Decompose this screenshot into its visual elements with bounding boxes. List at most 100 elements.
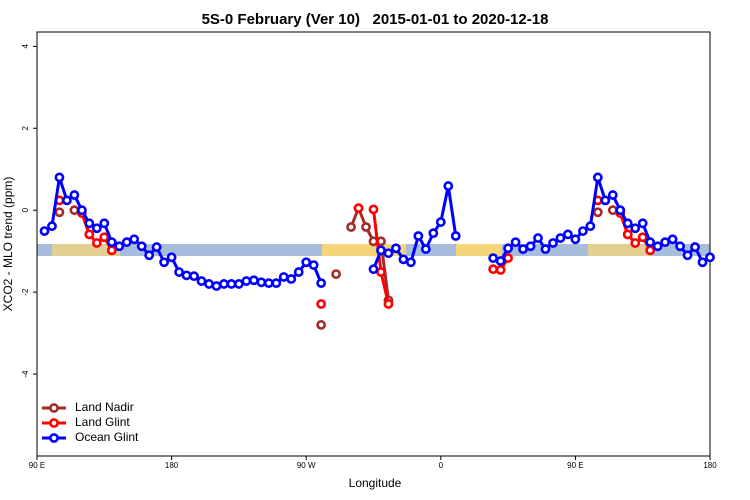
point (518, 244, 528, 255)
point (376, 245, 386, 256)
point (39, 226, 50, 236)
point (533, 233, 543, 243)
y-tick-label: -4 (21, 370, 30, 378)
point (308, 260, 319, 270)
point (331, 269, 342, 280)
point (630, 238, 641, 248)
point (592, 207, 603, 218)
point (91, 238, 102, 248)
point (398, 254, 409, 265)
point (488, 253, 499, 264)
point (316, 278, 327, 289)
legend-label: Ocean Glint (75, 430, 139, 444)
point (129, 234, 140, 245)
point (263, 278, 274, 289)
point (622, 218, 633, 229)
point (204, 279, 214, 289)
point (645, 245, 656, 256)
point (682, 250, 693, 261)
chart-title: 5S-0 February (Ver 10) 2015-01-01 to 202… (202, 11, 549, 28)
point (637, 218, 648, 229)
point (151, 242, 162, 252)
point (241, 276, 252, 286)
point (637, 232, 648, 243)
point (84, 218, 95, 229)
point (316, 299, 327, 309)
point (645, 237, 656, 248)
point (106, 237, 117, 248)
point (563, 229, 573, 240)
point (54, 207, 65, 218)
point (510, 237, 521, 248)
point (660, 237, 671, 248)
x-tick-label: 180 (165, 461, 179, 470)
point (615, 205, 626, 216)
point (383, 248, 394, 259)
point (99, 218, 110, 229)
point (293, 267, 304, 277)
point (114, 241, 125, 252)
point (555, 233, 566, 243)
point (420, 244, 431, 255)
point (69, 205, 80, 216)
point (495, 265, 506, 275)
point (368, 204, 379, 215)
x-tick-label: 90 E (29, 461, 45, 470)
point (271, 278, 282, 289)
point (667, 234, 678, 245)
point (316, 320, 327, 330)
y-tick-label: -2 (21, 288, 30, 296)
legend-label: Land Glint (75, 415, 130, 429)
point (607, 205, 618, 216)
point (174, 267, 184, 277)
point (652, 241, 663, 252)
land-band (588, 244, 652, 256)
point (495, 256, 506, 266)
point (91, 223, 102, 234)
point (391, 243, 401, 254)
point (189, 271, 199, 282)
point (368, 264, 379, 275)
point (413, 231, 424, 241)
point (697, 257, 708, 268)
point (525, 241, 536, 252)
point (69, 190, 80, 200)
point (166, 252, 177, 263)
point (84, 229, 95, 240)
point (630, 223, 641, 234)
point (76, 205, 87, 216)
point (136, 241, 147, 252)
point (211, 281, 222, 291)
point (488, 264, 499, 275)
point (607, 190, 618, 200)
point (540, 244, 551, 255)
point (47, 221, 57, 232)
point (233, 279, 244, 289)
land-band (456, 244, 502, 256)
series (39, 172, 715, 291)
point (62, 195, 72, 206)
x-tick-label: 90 W (297, 461, 316, 470)
y-tick-label: 4 (21, 44, 30, 49)
point (346, 222, 356, 232)
legend-label: Land Nadir (75, 400, 134, 414)
point (428, 228, 439, 239)
point (705, 252, 715, 263)
land-band (52, 244, 120, 256)
x-tick-label: 90 E (567, 461, 583, 470)
x-axis-label: Longitude (349, 476, 402, 490)
y-axis-label: XCO2 - MLO trend (ppm) (1, 177, 15, 312)
point (405, 257, 416, 268)
point (219, 279, 229, 289)
point (570, 234, 581, 245)
x-tick-label: 0 (439, 461, 444, 470)
point (435, 217, 446, 227)
y-tick-label: 2 (21, 125, 30, 130)
legend-marker (49, 403, 59, 413)
point (577, 226, 588, 236)
point (690, 242, 700, 252)
point (675, 241, 685, 252)
point (592, 172, 603, 183)
plot-frame (36, 31, 711, 457)
